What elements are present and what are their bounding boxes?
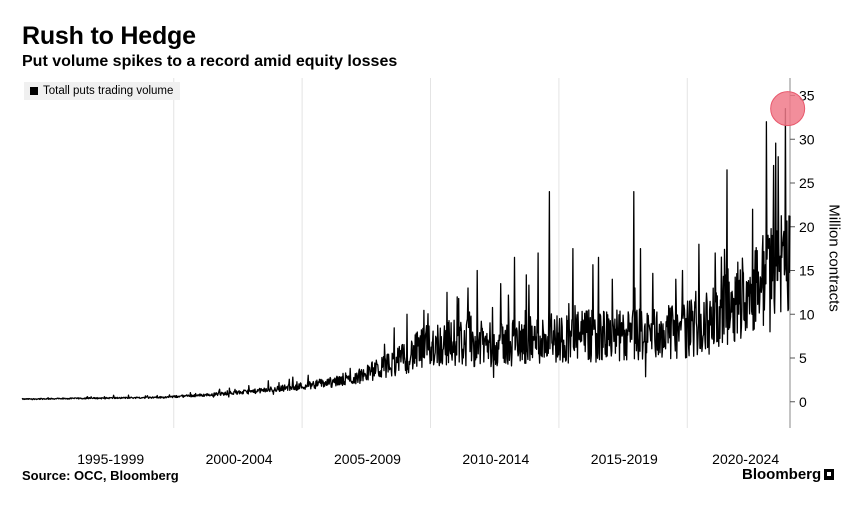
y-tick-label-25: 25	[799, 175, 815, 191]
y-tick-label-15: 15	[799, 263, 815, 279]
series-line-total-puts	[21, 107, 791, 401]
y-tick-label-0: 0	[799, 394, 807, 410]
brand-logo: Bloomberg	[742, 466, 835, 483]
y-axis-label: Million contracts	[825, 204, 843, 312]
legend-label: Totall puts trading volume	[43, 85, 174, 97]
legend-swatch	[30, 87, 38, 95]
x-tick-label-0: 1995-1999	[77, 451, 144, 467]
chart-subtitle: Put volume spikes to a record amid equit…	[22, 53, 398, 70]
y-tick-label-10: 10	[799, 306, 815, 322]
brand-name: Bloomberg	[742, 466, 822, 483]
y-tick-label-20: 20	[799, 219, 815, 235]
x-tick-label-2: 2005-2009	[334, 451, 401, 467]
y-tick-label-35: 35	[799, 88, 815, 104]
source-note: Source: OCC, Bloomberg	[22, 468, 179, 483]
x-tick-label-1: 2000-2004	[206, 451, 273, 467]
x-tick-label-5: 2020-2024	[712, 451, 779, 467]
x-tick-label-4: 2015-2019	[591, 451, 658, 467]
y-tick-label-30: 30	[799, 131, 815, 147]
bloomberg-terminal-icon	[824, 469, 835, 480]
legend: Totall puts trading volume	[24, 82, 181, 100]
record-highlight-circle	[770, 91, 806, 127]
x-tick-label-3: 2010-2014	[462, 451, 529, 467]
chart-title: Rush to Hedge	[22, 22, 196, 50]
y-tick-label-5: 5	[799, 350, 807, 366]
